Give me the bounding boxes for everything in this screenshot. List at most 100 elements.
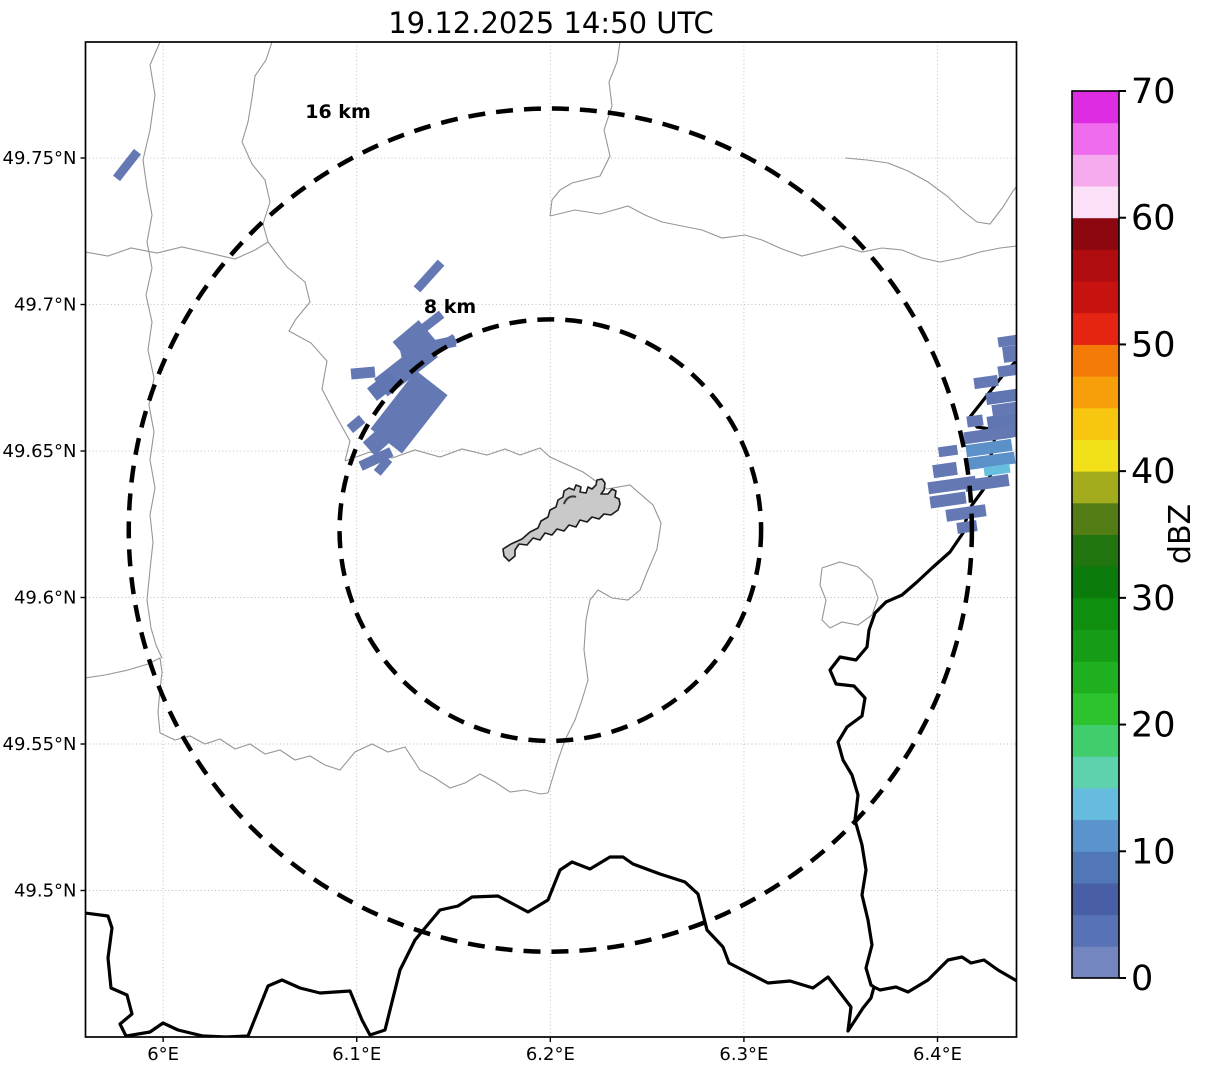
colorbar-cell	[1072, 882, 1119, 916]
gridlines	[85, 42, 1017, 1037]
echo-bin	[927, 475, 977, 495]
colorbar-cell	[1072, 91, 1119, 124]
colorbar-tick-label: 40	[1131, 452, 1176, 492]
echo-bin	[966, 414, 984, 428]
colorbar-tick-label: 0	[1131, 959, 1153, 999]
boundary-line	[85, 657, 163, 734]
boundary-line	[159, 732, 549, 795]
echo-bin	[367, 371, 399, 401]
echo-bin	[973, 374, 999, 390]
colorbar-cell	[1072, 471, 1119, 504]
echo-bin	[985, 386, 1017, 406]
colorbar-cell	[1072, 407, 1119, 440]
axis-ticks: 6°E 6.1°E 6.2°E 6.3°E 6.4°E 49.75°N 49.7°N 49.6…	[3, 148, 963, 1065]
echo-bin	[997, 334, 1017, 348]
colorbar-tick-label: 30	[1131, 579, 1176, 619]
boundary-line	[549, 42, 621, 217]
x-tick-label: 6.2°E	[526, 1044, 575, 1065]
colorbar-cell	[1072, 756, 1119, 789]
colorbar-cell	[1072, 439, 1119, 472]
echo-bin	[413, 259, 445, 293]
colorbar-cell	[1072, 914, 1119, 947]
y-tick-label: 49.7°N	[14, 295, 77, 316]
colorbar-cell	[1072, 566, 1119, 599]
echo-bin	[1001, 345, 1017, 363]
colorbar-tick-label: 50	[1131, 325, 1176, 365]
echo-bin	[964, 451, 1016, 471]
y-tick-label: 49.55°N	[3, 734, 77, 755]
airport-outline	[502, 478, 621, 562]
colorbar-cell	[1072, 787, 1119, 821]
colorbar-tick-label: 20	[1131, 706, 1176, 746]
boundary-line	[819, 561, 879, 629]
municipal-boundaries	[85, 42, 1017, 795]
map-frame	[84, 41, 1018, 1038]
echo-bin	[373, 456, 393, 476]
colorbar-cell	[1072, 281, 1119, 314]
colorbar-cell	[1072, 186, 1119, 219]
boundary-line	[142, 42, 163, 659]
colorbar-frame	[1071, 90, 1120, 979]
x-tick-label: 6.3°E	[719, 1044, 768, 1065]
y-tick-label: 49.6°N	[14, 588, 77, 609]
ring-label-8km: 8 km	[424, 296, 476, 318]
boundary-line	[85, 241, 269, 260]
echo-bin	[963, 425, 1013, 445]
colorbar-cell	[1072, 217, 1119, 250]
colorbar-tick-label: 10	[1131, 832, 1176, 872]
boundary-line	[549, 205, 1017, 263]
colorbar-cell	[1072, 724, 1119, 757]
colorbar-cell	[1072, 249, 1119, 282]
echo-bin	[956, 520, 978, 534]
boundary-line	[241, 42, 273, 243]
echo-bin	[350, 366, 376, 380]
echo-bin	[964, 473, 1010, 493]
map-panel: 8 km 16 km 6°E 6.1°E 6.2°E 6.3°E 6.4°E 49.75°…	[3, 41, 1018, 1065]
colorbar-tick-label: 60	[1131, 199, 1176, 239]
colorbar-cell	[1072, 946, 1119, 979]
colorbar-panel: 0 10 20 30 40 50 60 70 dBZ	[1071, 72, 1198, 999]
echo-bin	[991, 399, 1017, 417]
boundary-line	[844, 157, 1017, 225]
colorbar-axis-label: dBZ	[1163, 504, 1198, 564]
echo-bin	[929, 491, 967, 509]
colorbar-cell	[1072, 344, 1119, 377]
colorbar-cell	[1072, 597, 1119, 631]
colorbar-tick-label: 70	[1131, 72, 1176, 112]
ring-label-16km: 16 km	[305, 101, 371, 123]
radar-echoes	[112, 148, 1017, 534]
colorbar-cell	[1072, 376, 1119, 409]
colorbar-ticks: 0 10 20 30 40 50 60 70	[1119, 72, 1176, 999]
y-tick-label: 49.65°N	[3, 441, 77, 462]
boundary-line	[267, 241, 351, 462]
echo-bin	[346, 415, 366, 433]
range-rings	[126, 106, 975, 954]
colorbar-cell	[1072, 312, 1119, 345]
echo-bin	[362, 422, 398, 456]
colorbar-cell	[1072, 692, 1119, 726]
figure-title: 19.12.2025 14:50 UTC	[388, 6, 714, 40]
colorbar-cell	[1072, 629, 1119, 662]
echo-bin	[997, 362, 1017, 378]
x-tick-label: 6.4°E	[913, 1044, 962, 1065]
airport-buildings-mark	[563, 495, 577, 505]
range-ring-8km	[337, 317, 764, 744]
echo-bin	[932, 461, 958, 479]
colorbar-cell	[1072, 851, 1119, 884]
echo-bin	[937, 444, 959, 458]
y-tick-label: 49.75°N	[3, 148, 77, 169]
boundary-line	[344, 447, 662, 794]
x-tick-label: 6.1°E	[332, 1044, 381, 1065]
echo-bin	[945, 504, 987, 522]
echo-bin	[358, 447, 394, 471]
echo-bin	[983, 463, 1011, 477]
echo-bin	[112, 148, 142, 182]
range-ring-16km	[126, 106, 975, 954]
colorbar-cell	[1072, 534, 1119, 567]
echo-bin	[965, 438, 1013, 458]
country-border-line	[85, 855, 1017, 1037]
colorbar-cell	[1072, 122, 1119, 155]
colorbar-cells	[1072, 91, 1119, 979]
